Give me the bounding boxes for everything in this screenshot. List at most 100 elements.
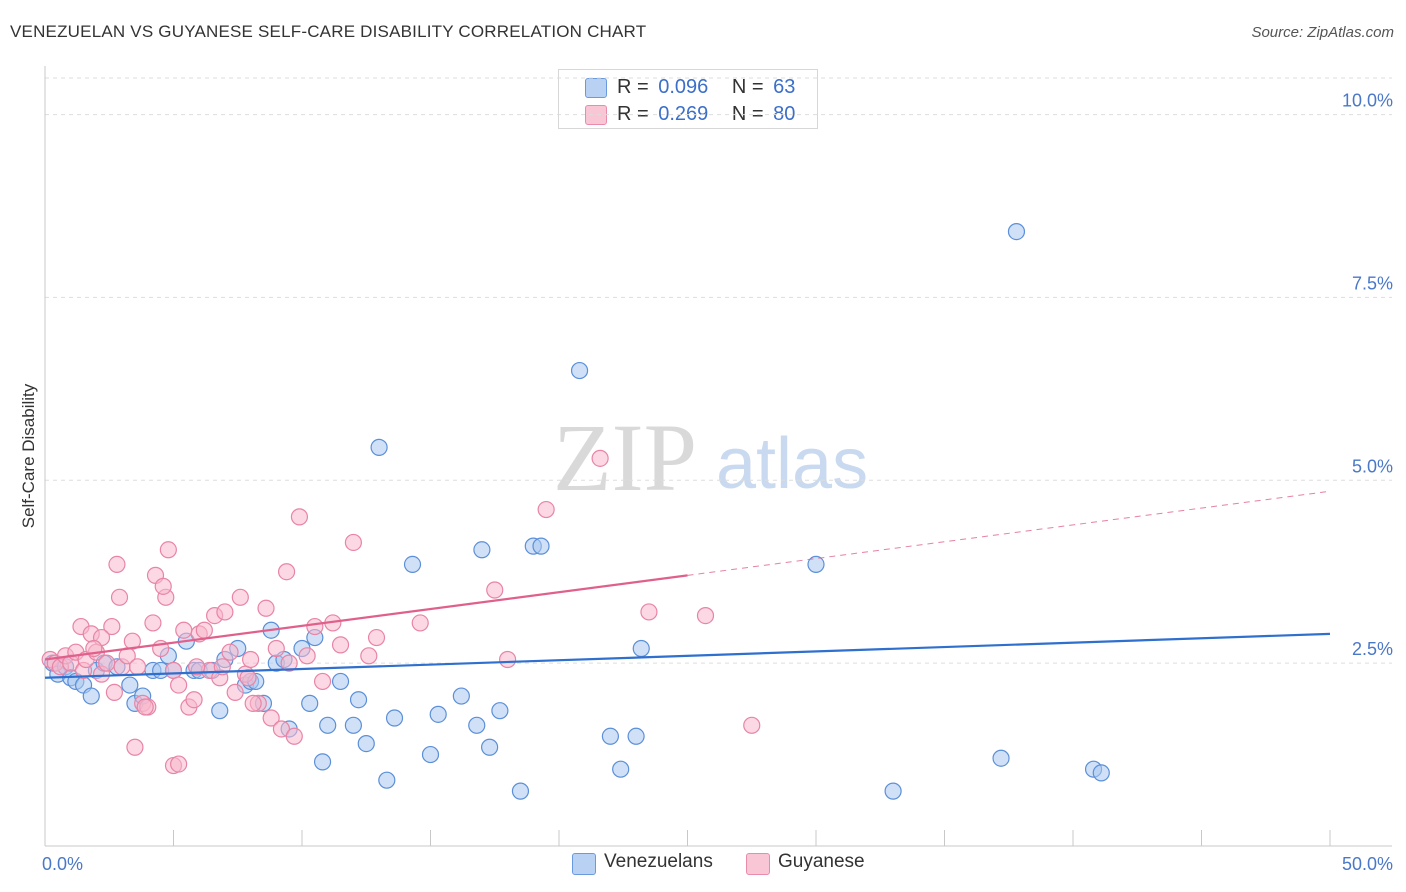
venezuelans-point [627, 727, 645, 745]
watermark-atlas: atlas [716, 424, 868, 504]
legend-row-guyanese-text: R = 0.269 N = 80 [617, 103, 795, 126]
r-label: R = [617, 103, 649, 125]
venezuelans-point [349, 691, 368, 709]
venezuelans-point [481, 738, 499, 756]
venezuelans-point [357, 734, 375, 753]
y-tick-label: 10.0% [1342, 91, 1393, 111]
guyanese-point [290, 508, 309, 526]
stats-legend: R = 0.096 N = 63 R = 0.269 N = 80 [558, 69, 818, 129]
guyanese-point [98, 654, 116, 672]
venezuelans-point [82, 687, 100, 705]
guyanese-point [411, 614, 429, 632]
venezuelans-point [121, 676, 139, 694]
guyanese-point [306, 617, 324, 636]
guyanese-point [640, 603, 658, 621]
y-tick-label: 7.5% [1352, 273, 1393, 293]
guyanese-point [331, 636, 350, 654]
guyanese-point [499, 650, 517, 669]
n-label: N = [731, 76, 764, 98]
x-tick-label-max: 50.0% [1342, 854, 1393, 874]
guyanese-point [239, 669, 257, 687]
venezuelans-swatch [585, 78, 607, 98]
legend-row-venezuelans-text: R = 0.096 N = 63 [617, 76, 795, 99]
guyanese-point [285, 727, 303, 745]
guyanese-point [188, 658, 206, 676]
guyanese-point [244, 694, 262, 712]
guyanese-point [103, 617, 121, 636]
r-value: 0.096 [658, 76, 709, 98]
n-value: 63 [773, 76, 796, 98]
venezuelans-legend-label: Venezuelans [604, 851, 713, 872]
venezuelans-point [632, 639, 650, 658]
venezuelans-point [601, 727, 620, 745]
venezuelans-point [807, 555, 825, 574]
guyanese-point [267, 639, 285, 658]
venezuelans-point [211, 702, 229, 720]
r-value: 0.269 [658, 103, 709, 125]
x-tick-label-min: 0.0% [42, 854, 83, 874]
venezuelans-point [452, 687, 470, 705]
guyanese-point [110, 588, 129, 606]
guyanese-point [591, 449, 609, 467]
guyanese-point [344, 533, 362, 552]
venezuelans-point [473, 541, 491, 559]
guyanese-point [537, 500, 555, 519]
guyanese-point [257, 599, 275, 617]
venezuelans-point [570, 361, 589, 380]
guyanese-point [136, 698, 154, 716]
guyanese-point [144, 614, 162, 632]
y-tick-label: 5.0% [1352, 456, 1393, 476]
venezuelans-point [491, 702, 509, 720]
guyanese-point [313, 672, 332, 691]
guyanese-trend-extension [687, 490, 1331, 576]
guyanese-point [105, 683, 123, 702]
venezuelans-point [331, 672, 350, 691]
guyanese-point [170, 755, 188, 773]
venezuelans-point [313, 753, 332, 771]
venezuelans-point [344, 716, 362, 734]
venezuelans-point [612, 760, 630, 778]
guyanese-point [272, 720, 291, 738]
guyanese-point [696, 606, 715, 625]
venezuelans-point [1092, 764, 1110, 782]
venezuelans-point [511, 782, 530, 800]
venezuelans-point [992, 749, 1010, 767]
guyanese-point [195, 621, 213, 639]
guyanese-legend-swatch [746, 853, 770, 875]
guyanese-point [123, 632, 141, 650]
venezuelans-point [385, 709, 404, 727]
venezuelans-point [429, 705, 447, 723]
n-value: 80 [773, 103, 796, 125]
venezuelans-point [468, 716, 486, 734]
venezuelans-point [370, 438, 388, 456]
chart-source: Source: ZipAtlas.com [1251, 24, 1394, 41]
venezuelans-point [301, 694, 319, 712]
guyanese-point [175, 621, 193, 639]
guyanese-point [367, 628, 386, 647]
guyanese-point [126, 738, 144, 756]
venezuelans-point [403, 555, 422, 574]
guyanese-point [226, 683, 244, 702]
guyanese-point [154, 577, 172, 595]
guyanese-point [185, 691, 203, 709]
venezuelans-point [884, 782, 902, 800]
venezuelans-point [1007, 223, 1026, 241]
guyanese-trend-line [44, 574, 688, 661]
guyanese-point [159, 541, 177, 559]
guyanese-point [170, 676, 188, 694]
venezuelans-trend-line [44, 632, 1331, 679]
guyanese-point [108, 555, 126, 574]
guyanese-point [221, 643, 239, 661]
r-label: R = [617, 76, 649, 98]
guyanese-point [216, 603, 234, 621]
guyanese-point [360, 647, 378, 665]
guyanese-point [231, 588, 249, 606]
venezuelans-point [378, 771, 396, 789]
guyanese-point [280, 654, 298, 672]
guyanese-point [277, 563, 296, 581]
watermark-zip: ZIP [553, 404, 697, 511]
n-label: N = [731, 103, 764, 125]
guyanese-point [164, 661, 183, 680]
venezuelans-point [421, 745, 440, 764]
